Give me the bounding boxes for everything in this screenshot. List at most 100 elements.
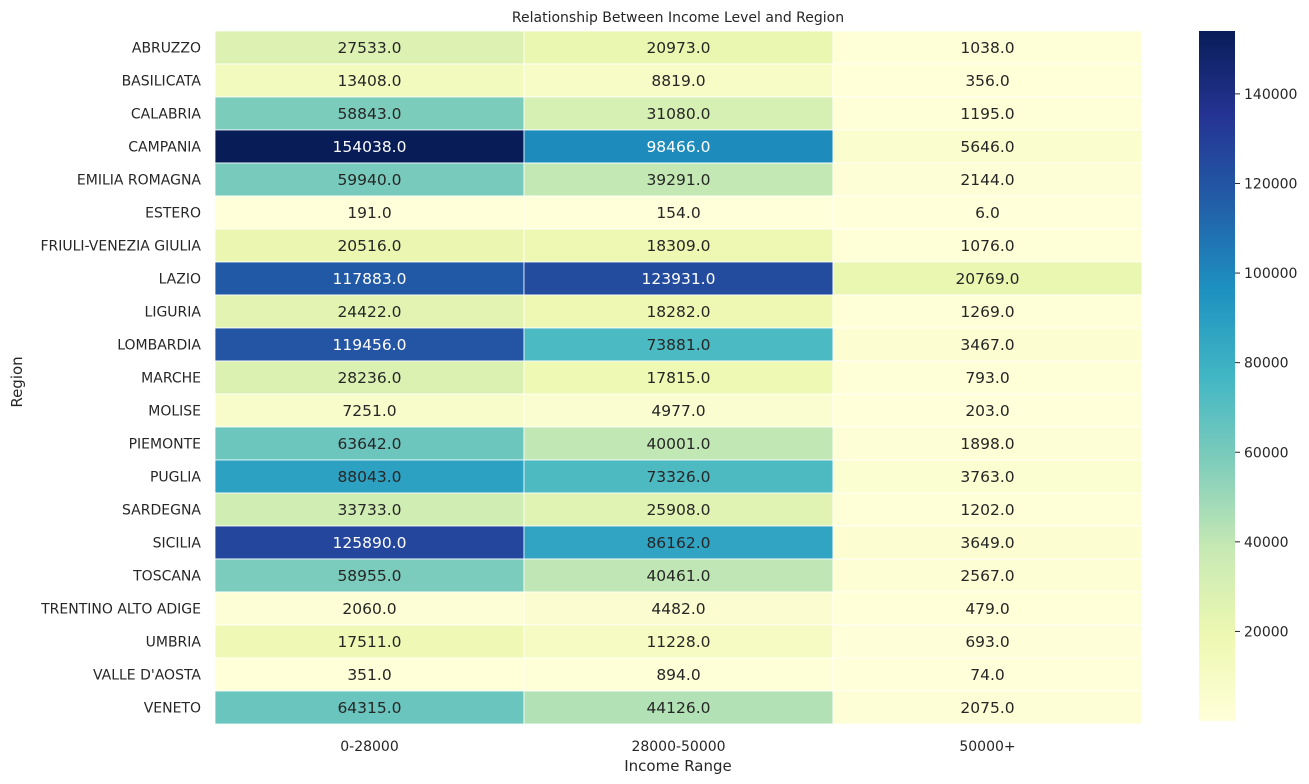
cell-value-label: 119456.0 (333, 336, 407, 354)
heatmap-cell (523, 657, 834, 692)
heatmap-cell (214, 261, 525, 296)
heatmap-cell (523, 591, 834, 626)
heatmap-cell (523, 558, 834, 593)
heatmap-cell (832, 129, 1143, 164)
y-tick-label: CAMPANIA (128, 140, 201, 156)
cell-value-label: 693.0 (965, 633, 1009, 651)
y-tick-label: MARCHE (141, 371, 201, 387)
x-tick-label: 50000+ (959, 739, 1015, 755)
colorbar-tick-label: 120000 (1244, 176, 1297, 192)
y-tick-label: UMBRIA (146, 635, 202, 651)
cell-value-label: 117883.0 (333, 270, 407, 288)
cell-value-label: 40461.0 (646, 567, 710, 585)
cell-value-label: 33733.0 (337, 501, 401, 519)
heatmap-cell (214, 228, 525, 263)
heatmap-cell (832, 360, 1143, 395)
cell-value-label: 154.0 (656, 204, 700, 222)
y-tick-label: LIGURIA (145, 305, 202, 321)
colorbar (1199, 31, 1235, 721)
heatmap-cell (523, 624, 834, 659)
y-tick-label: TRENTINO ALTO ADIGE (40, 602, 201, 618)
cell-value-label: 73326.0 (646, 468, 710, 486)
cell-value-label: 59940.0 (337, 171, 401, 189)
heatmap-cell (832, 558, 1143, 593)
cell-value-label: 40001.0 (646, 435, 710, 453)
cell-value-label: 1898.0 (960, 435, 1014, 453)
cell-value-label: 39291.0 (646, 171, 710, 189)
heatmap-cell (523, 63, 834, 98)
heatmap-cell (214, 492, 525, 527)
x-axis-label: Income Range (624, 757, 732, 775)
cell-value-label: 4482.0 (651, 600, 705, 618)
cell-value-label: 3649.0 (960, 534, 1014, 552)
cell-value-label: 191.0 (347, 204, 391, 222)
heatmap-cell (832, 63, 1143, 98)
heatmap-cell (832, 426, 1143, 461)
cell-value-label: 1076.0 (960, 237, 1014, 255)
cell-value-label: 6.0 (975, 204, 1000, 222)
heatmap-cell (214, 459, 525, 494)
heatmap-cell (832, 459, 1143, 494)
heatmap-cell (523, 327, 834, 362)
heatmap-cell (523, 426, 834, 461)
y-tick-label: PUGLIA (150, 470, 201, 486)
heatmap-cell (832, 195, 1143, 230)
heatmap-cell (832, 525, 1143, 560)
cell-value-label: 86162.0 (646, 534, 710, 552)
cell-value-label: 1195.0 (960, 105, 1014, 123)
y-axis-label: Region (8, 356, 26, 407)
heatmap-cell (214, 162, 525, 197)
cell-value-label: 3467.0 (960, 336, 1014, 354)
heatmap-cell (832, 492, 1143, 527)
cell-value-label: 74.0 (970, 666, 1005, 684)
cell-value-label: 58843.0 (337, 105, 401, 123)
heatmap-cell (832, 228, 1143, 263)
heatmap-cell (832, 690, 1143, 725)
colorbar-tick-label: 60000 (1244, 445, 1289, 461)
y-tick-label: EMILIA ROMAGNA (77, 173, 201, 189)
cell-value-label: 1269.0 (960, 303, 1014, 321)
heatmap-cell (214, 294, 525, 329)
y-tick-label: TOSCANA (132, 569, 201, 585)
heatmap-cell (832, 327, 1143, 362)
cell-value-label: 25908.0 (646, 501, 710, 519)
y-tick-label: FRIULI-VENEZIA GIULIA (40, 239, 201, 255)
cell-value-label: 125890.0 (333, 534, 407, 552)
cell-value-label: 8819.0 (651, 72, 705, 90)
cell-value-label: 58955.0 (337, 567, 401, 585)
cell-value-label: 3763.0 (960, 468, 1014, 486)
heatmap-cell (523, 162, 834, 197)
y-tick-label: PIEMONTE (129, 437, 201, 453)
cell-value-label: 793.0 (965, 369, 1009, 387)
heatmap-cell (214, 30, 525, 65)
cell-value-label: 154038.0 (333, 138, 407, 156)
cell-value-label: 351.0 (347, 666, 391, 684)
colorbar-tick-label: 100000 (1244, 266, 1297, 282)
heatmap-cell (214, 690, 525, 725)
cell-value-label: 5646.0 (960, 138, 1014, 156)
heatmap-cell (832, 591, 1143, 626)
y-tick-label: CALABRIA (131, 107, 202, 123)
heatmap-cell (214, 558, 525, 593)
heatmap-cell (523, 96, 834, 131)
y-tick-labels: ABRUZZO BASILICATA CALABRIA CAMPANIA EMILIA … (40, 41, 201, 717)
cell-value-label: 4977.0 (651, 402, 705, 420)
cell-value-label: 44126.0 (646, 699, 710, 717)
y-tick-label: ABRUZZO (132, 41, 201, 57)
cell-value-label: 2567.0 (960, 567, 1014, 585)
x-tick-label: 28000-50000 (631, 739, 725, 755)
heatmap-cell (832, 393, 1143, 428)
cell-value-label: 1202.0 (960, 501, 1014, 519)
cell-value-label: 20769.0 (955, 270, 1019, 288)
heatmap-cell (523, 393, 834, 428)
y-tick-label: LOMBARDIA (117, 338, 201, 354)
cell-value-label: 203.0 (965, 402, 1009, 420)
heatmap-cell (832, 30, 1143, 65)
cell-value-label: 123931.0 (642, 270, 716, 288)
heatmap-cell (832, 261, 1143, 296)
cell-value-label: 31080.0 (646, 105, 710, 123)
y-tick-label: LAZIO (159, 272, 201, 288)
heatmap-cell (214, 525, 525, 560)
cell-value-label: 18282.0 (646, 303, 710, 321)
